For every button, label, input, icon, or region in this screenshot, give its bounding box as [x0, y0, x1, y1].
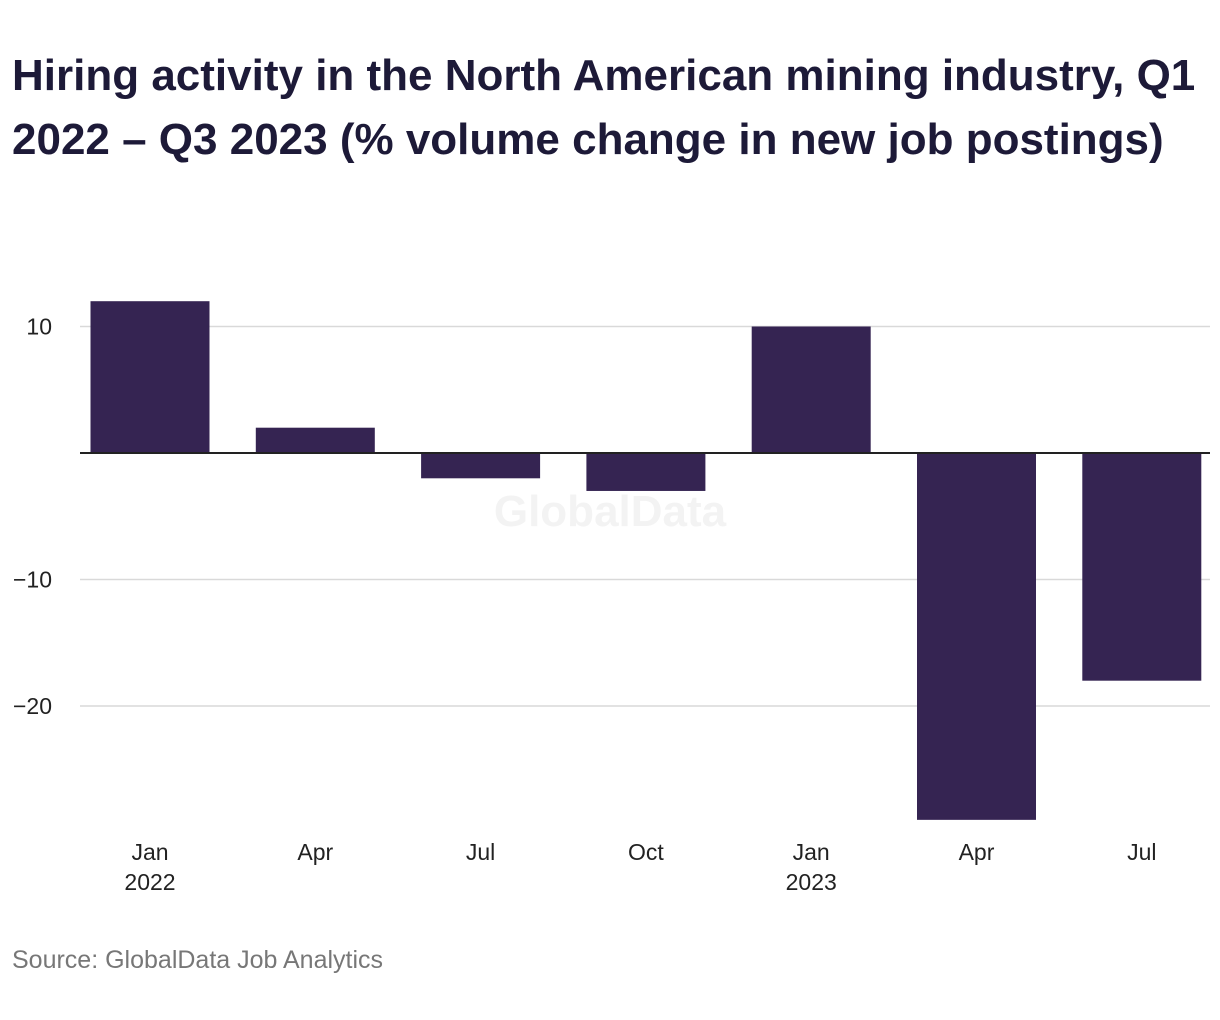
bar — [751, 326, 871, 453]
watermark-text: GlobalData — [494, 487, 727, 536]
x-tick-label: Apr — [959, 839, 995, 865]
bar — [421, 453, 541, 479]
x-tick-label: Apr — [297, 839, 333, 865]
x-tick-year-label: 2022 — [124, 869, 175, 895]
bar — [1082, 453, 1202, 681]
x-tick-label: Oct — [628, 839, 664, 865]
chart-title: Hiring activity in the North American mi… — [12, 51, 1196, 164]
y-tick-label: −20 — [13, 693, 52, 719]
bar — [917, 453, 1036, 820]
source-note: Source: GlobalData Job Analytics — [12, 946, 384, 974]
y-axis-ticks: 10 −10 −20 — [13, 314, 52, 720]
bars — [90, 301, 1202, 820]
x-tick-label: Jan — [131, 839, 168, 865]
x-tick-year-label: 2023 — [786, 869, 837, 895]
y-tick-label: 10 — [26, 314, 52, 340]
bar — [586, 453, 706, 491]
y-tick-label: −10 — [13, 567, 52, 593]
x-tick-label: Jan — [793, 839, 830, 865]
bar — [255, 427, 375, 453]
x-axis-ticks: Jan 2022 Apr Jul Oct Jan 2023 Apr Jul — [124, 839, 1156, 895]
x-tick-label: Jul — [1127, 839, 1156, 865]
x-tick-label: Jul — [466, 839, 495, 865]
bar — [90, 301, 210, 453]
